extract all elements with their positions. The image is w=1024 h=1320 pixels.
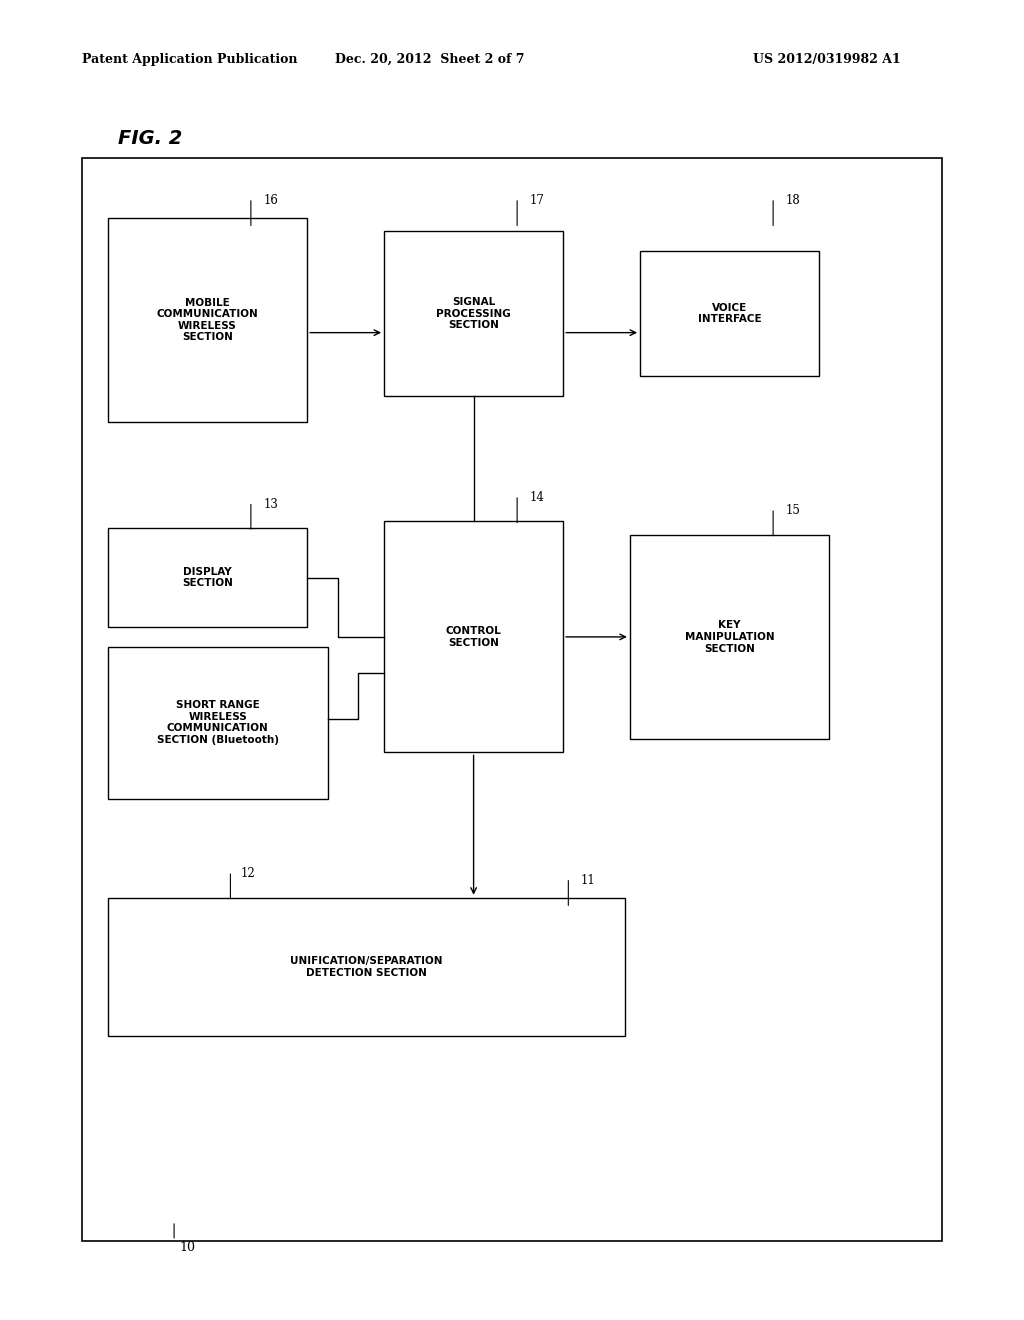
Text: KEY
MANIPULATION
SECTION: KEY MANIPULATION SECTION xyxy=(685,620,774,653)
FancyBboxPatch shape xyxy=(108,898,625,1036)
Text: 14: 14 xyxy=(529,491,545,504)
FancyBboxPatch shape xyxy=(108,218,307,422)
Text: 18: 18 xyxy=(785,194,800,207)
Text: 11: 11 xyxy=(581,874,595,887)
Text: 16: 16 xyxy=(263,194,279,207)
Text: 10: 10 xyxy=(179,1241,196,1254)
FancyBboxPatch shape xyxy=(630,535,829,739)
Text: US 2012/0319982 A1: US 2012/0319982 A1 xyxy=(754,53,901,66)
Text: FIG. 2: FIG. 2 xyxy=(118,129,182,148)
Text: CONTROL
SECTION: CONTROL SECTION xyxy=(445,626,502,648)
Text: 17: 17 xyxy=(529,194,545,207)
Text: SHORT RANGE
WIRELESS
COMMUNICATION
SECTION (Bluetooth): SHORT RANGE WIRELESS COMMUNICATION SECTI… xyxy=(157,701,279,744)
Text: 12: 12 xyxy=(241,867,255,880)
FancyBboxPatch shape xyxy=(108,528,307,627)
Text: VOICE
INTERFACE: VOICE INTERFACE xyxy=(697,302,762,325)
Text: SIGNAL
PROCESSING
SECTION: SIGNAL PROCESSING SECTION xyxy=(436,297,511,330)
FancyBboxPatch shape xyxy=(384,521,563,752)
FancyBboxPatch shape xyxy=(82,158,942,1241)
FancyBboxPatch shape xyxy=(384,231,563,396)
Text: Dec. 20, 2012  Sheet 2 of 7: Dec. 20, 2012 Sheet 2 of 7 xyxy=(335,53,525,66)
FancyBboxPatch shape xyxy=(108,647,328,799)
Text: UNIFICATION/SEPARATION
DETECTION SECTION: UNIFICATION/SEPARATION DETECTION SECTION xyxy=(290,956,442,978)
Text: 13: 13 xyxy=(263,498,279,511)
Text: Patent Application Publication: Patent Application Publication xyxy=(82,53,297,66)
Text: DISPLAY
SECTION: DISPLAY SECTION xyxy=(182,566,232,589)
FancyBboxPatch shape xyxy=(640,251,819,376)
Text: 15: 15 xyxy=(785,504,801,517)
Text: MOBILE
COMMUNICATION
WIRELESS
SECTION: MOBILE COMMUNICATION WIRELESS SECTION xyxy=(157,298,258,342)
